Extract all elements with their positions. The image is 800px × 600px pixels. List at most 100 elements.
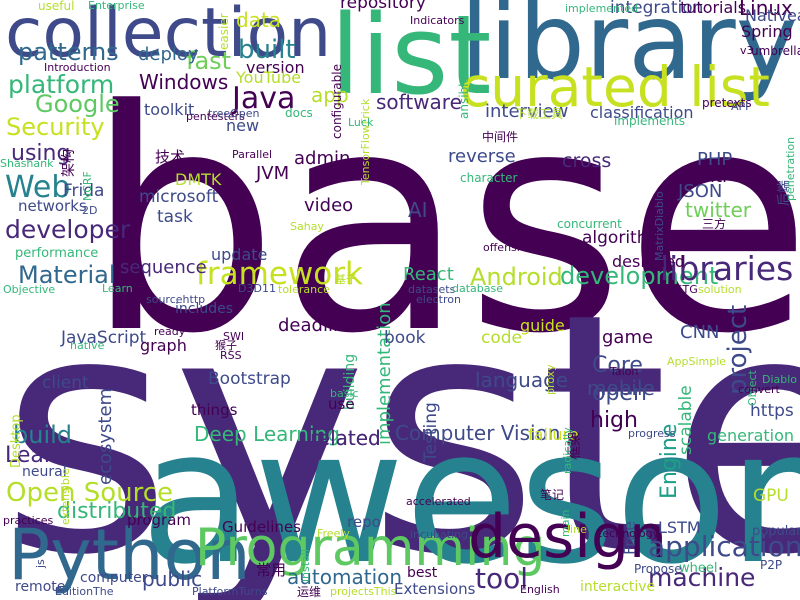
word-cloud-term: Freely — [317, 527, 350, 540]
word-cloud-term: incubating — [410, 528, 469, 541]
word-cloud-term: 猴子 — [215, 339, 237, 352]
word-cloud-term: Spring — [741, 22, 793, 41]
word-cloud-term: 下载工具 — [515, 107, 564, 121]
word-cloud-term: app — [311, 83, 349, 107]
word-cloud-term: database — [452, 282, 503, 295]
word-cloud-term: extensible — [59, 467, 72, 525]
word-cloud-term: Parallel — [232, 148, 273, 161]
word-cloud-term: API — [731, 100, 749, 113]
word-cloud-term: deploy — [138, 44, 199, 65]
word-cloud-term: high — [590, 408, 638, 433]
word-cloud-term: implements — [614, 114, 685, 128]
word-cloud-term: using — [11, 141, 71, 166]
word-cloud-term: curated list — [460, 55, 770, 119]
word-cloud-term: Enterprise — [88, 0, 145, 12]
word-cloud-term: libraries — [660, 249, 794, 288]
word-cloud-term: repo — [347, 513, 381, 531]
word-cloud-term: game — [602, 327, 654, 348]
word-cloud-term: build — [13, 421, 73, 449]
word-cloud-term: admin — [294, 148, 351, 169]
word-cloud-term: remote — [15, 579, 66, 595]
word-cloud-term: offensive — [483, 241, 534, 254]
word-cloud-term: P2P — [760, 558, 783, 572]
word-cloud-term: platform — [8, 70, 115, 99]
word-cloud-term: version — [246, 58, 305, 77]
word-cloud-term: multi — [681, 166, 728, 187]
word-cloud-term: Diablo — [762, 373, 798, 386]
word-cloud-term: popular — [752, 524, 800, 539]
word-cloud-term: Deep Learning — [194, 422, 340, 446]
word-cloud-term: PHP — [697, 149, 733, 170]
word-cloud-term: design — [468, 502, 668, 572]
word-cloud-term: list — [330, 0, 492, 119]
word-cloud-term: related — [310, 426, 381, 450]
word-cloud-term: Web — [5, 170, 71, 205]
word-cloud-term: things — [191, 401, 238, 419]
word-cloud-term: useful — [38, 0, 75, 13]
word-cloud-term: LSTM — [658, 518, 701, 537]
word-cloud-term: software — [376, 90, 462, 114]
word-cloud-term: deadline — [278, 315, 356, 336]
word-cloud-term: use — [328, 395, 355, 413]
word-cloud-term: video — [304, 195, 354, 216]
word-cloud-term: solution — [698, 283, 742, 296]
word-cloud-term: pentesters — [186, 110, 245, 123]
word-cloud-term: task — [157, 207, 193, 227]
word-cloud-term: application — [648, 530, 800, 563]
word-cloud-term: framework — [196, 256, 363, 292]
word-cloud-term: 技术 — [155, 148, 186, 166]
word-cloud-term: Java — [232, 81, 296, 116]
word-cloud-term: data — [236, 8, 282, 32]
word-cloud-term: umbrella — [751, 44, 800, 58]
word-cloud-term: integration — [610, 0, 704, 18]
word-cloud-term: mobile — [587, 376, 655, 400]
word-cloud-term: line — [567, 523, 587, 536]
word-cloud-term: GPU — [753, 486, 789, 506]
word-cloud-term: Talon — [610, 365, 639, 378]
word-cloud-term: 架构 — [61, 149, 77, 178]
word-cloud-term: Propose — [634, 562, 682, 576]
word-cloud-term: networks — [18, 197, 87, 215]
word-cloud-term: book — [384, 328, 426, 348]
word-cloud-term: guide — [520, 316, 565, 335]
word-cloud-term: Guidelines — [222, 518, 301, 536]
word-cloud-term: progress — [628, 427, 676, 440]
word-cloud-term: Windows — [139, 70, 229, 94]
word-cloud-term: JSON — [678, 181, 723, 202]
word-cloud-term: AI — [408, 198, 428, 222]
word-cloud-term: configurable — [330, 64, 344, 140]
word-cloud-term: update — [211, 245, 268, 264]
word-cloud-term: practices — [3, 514, 54, 527]
word-cloud-term: based — [85, 45, 800, 400]
word-cloud-term: AppSimple — [667, 355, 727, 368]
word-cloud-term: code — [481, 328, 522, 348]
word-cloud-term: failure — [528, 425, 579, 444]
word-cloud-term: cross — [562, 150, 612, 172]
word-cloud-term: program — [127, 511, 192, 529]
word-cloud-term: reverse — [448, 146, 516, 167]
word-cloud-term: v3 — [740, 44, 754, 57]
word-cloud-term: Luck — [348, 116, 374, 129]
word-cloud-term: new — [226, 116, 260, 135]
word-cloud-term: EditionThe — [55, 585, 114, 598]
word-cloud-term: proxy — [544, 364, 557, 396]
word-cloud-term: implemented — [565, 2, 639, 15]
word-cloud-term: YouTube — [236, 68, 302, 87]
word-cloud-term: DMTK — [175, 170, 222, 189]
word-cloud-term: Learn — [102, 282, 133, 295]
word-cloud-term: Google — [35, 90, 120, 118]
word-cloud-term: Computer Vision — [395, 421, 561, 445]
word-cloud-term: React — [403, 264, 454, 285]
word-cloud-term: interactive — [580, 579, 656, 595]
word-cloud-term: convert — [738, 383, 780, 396]
word-cloud-term: https — [750, 401, 794, 421]
word-cloud-term: includes — [175, 301, 234, 317]
word-cloud-term: 基于 — [335, 273, 357, 286]
word-cloud-term: Core — [592, 353, 643, 378]
word-cloud-term: pretexts — [702, 96, 752, 110]
word-cloud-term: 三方 — [702, 217, 727, 231]
word-cloud-term: machine — [648, 563, 756, 592]
word-cloud-term: distributed — [57, 499, 177, 524]
word-cloud-term: Security — [6, 113, 105, 141]
